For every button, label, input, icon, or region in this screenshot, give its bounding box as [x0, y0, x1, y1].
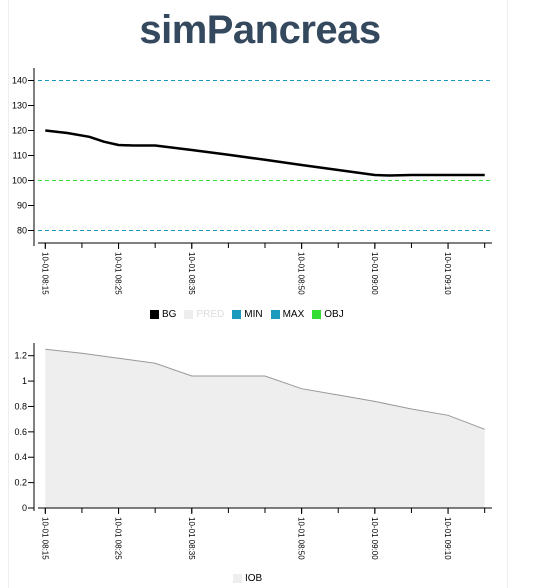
bg-legend-label: PRED [196, 309, 225, 320]
iob-series-line [45, 348, 485, 430]
bg-y-tick-label: 140 [12, 76, 27, 86]
iob-chart-legend: IOB [233, 573, 262, 584]
bg-chart: 80 90 100 110 120 130 140 10-01 08:15 10-01 08:2… [12, 68, 492, 295]
bg-x-tick-label: 10-01 09:00 [370, 252, 379, 295]
bg-legend-item-min: MIN [232, 309, 263, 320]
bg-legend-swatch [184, 310, 194, 319]
bg-y-tick-label: 100 [12, 176, 27, 186]
bg-legend-label: OBJ [324, 309, 344, 320]
iob-chart: 0 0.2 0.4 0.6 0.8 1 1.2 10-01 08:15 10-01 08:25 1… [14, 343, 492, 560]
app-title: simPancreas [139, 8, 381, 52]
bg-x-tick-label: 10-01 08:35 [187, 252, 196, 295]
bg-x-tick-label: 10-01 08:15 [40, 252, 49, 295]
iob-x-tick-label: 10-01 08:35 [187, 517, 196, 560]
iob-legend-label: IOB [245, 573, 263, 584]
bg-y-tick-label: 90 [17, 201, 27, 211]
iob-y-tick-label: 1 [22, 376, 27, 386]
iob-y-tick-label: 0.4 [14, 452, 27, 462]
bg-legend-label: MAX [282, 309, 305, 320]
iob-series-area [45, 349, 485, 508]
iob-y-tick-label: 0.2 [14, 478, 27, 488]
bg-legend-label: BG [162, 309, 177, 320]
bg-legend-swatch [270, 310, 280, 319]
iob-x-tick-label: 10-01 09:10 [443, 517, 452, 560]
iob-y-tick-label: 0.8 [14, 401, 27, 411]
iob-legend-swatch [233, 574, 242, 583]
bg-legend-swatch [150, 310, 159, 319]
bg-y-tick-label: 120 [12, 126, 27, 136]
iob-x-tick-label: 10-01 09:00 [370, 517, 379, 560]
bg-legend-item-max: MAX [270, 309, 305, 320]
iob-x-tick-label: 10-01 08:50 [297, 517, 306, 560]
bg-y-tick-label: 130 [12, 101, 27, 111]
bg-legend-label: MIN [244, 309, 263, 320]
bg-y-tick-label: 80 [17, 226, 27, 236]
bg-x-tick-label: 10-01 08:50 [297, 252, 306, 295]
bg-chart-legend: BG PRED MIN MAX OBJ [150, 309, 344, 320]
bg-legend-item-pred: PRED [184, 309, 224, 320]
bg-legend-swatch [312, 310, 322, 319]
iob-y-tick-label: 0.6 [14, 427, 27, 437]
iob-y-tick-label: 1.2 [14, 351, 27, 361]
iob-legend-item-iob: IOB [233, 573, 262, 584]
iob-y-tick-label: 0 [22, 503, 27, 513]
bg-series-line [45, 129, 485, 177]
iob-x-tick-label: 10-01 08:15 [40, 517, 49, 560]
bg-legend-swatch [232, 310, 242, 319]
bg-x-tick-label: 10-01 09:10 [443, 252, 452, 295]
bg-legend-item-bg: BG [150, 309, 176, 320]
bg-y-tick-label: 110 [13, 151, 27, 161]
bg-legend-item-obj: OBJ [312, 309, 344, 320]
app-panel [8, 0, 508, 588]
iob-x-tick-label: 10-01 08:25 [114, 517, 123, 560]
bg-x-tick-label: 10-01 08:25 [114, 252, 123, 295]
